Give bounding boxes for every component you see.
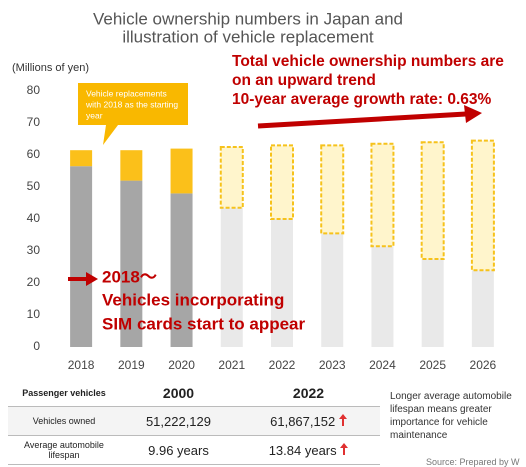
y-tick-label: 40 [27, 211, 41, 225]
chart: Vehicle ownership numbers in Japan and i… [12, 9, 504, 372]
bars [70, 139, 495, 347]
y-tick-label: 80 [27, 83, 41, 97]
bar-segment [70, 166, 93, 347]
bar-segment [471, 270, 494, 347]
sim-text: 2018～ [102, 267, 157, 286]
bar-segment [120, 150, 143, 181]
y-tick-label: 70 [27, 115, 41, 129]
x-tick-label: 2020 [168, 358, 195, 372]
trend-arrow-head [464, 105, 482, 123]
x-tick-label: 2025 [419, 358, 446, 372]
bar-segment [371, 246, 394, 347]
cell: 9.96 years [120, 435, 237, 465]
bar-segment [470, 139, 495, 272]
sim-text: SIM cards start to appear [102, 314, 306, 333]
x-tick-label: 2021 [218, 358, 245, 372]
y-tick-label: 50 [27, 179, 41, 193]
bar-segment [70, 150, 93, 167]
up-arrow [338, 413, 347, 426]
x-tick-label: 2026 [470, 358, 497, 372]
table-row: Average automobile lifespan 9.96 years 1… [8, 435, 380, 465]
bar-segment [421, 259, 444, 347]
header-cell: 2022 [236, 380, 380, 407]
cell: 61,867,152 [236, 406, 380, 436]
x-tick-label: 2023 [319, 358, 346, 372]
chart-title: Vehicle ownership numbers in Japan and [93, 9, 403, 28]
chart-title: illustration of vehicle replacement [122, 27, 374, 46]
header-cell: 2000 [120, 380, 237, 407]
y-tick-label: 30 [27, 243, 41, 257]
up-arrow [340, 442, 349, 455]
data-table: Passenger vehicles 2000 2022 Vehicles ow… [8, 380, 380, 465]
source: Source: Prepared by W [426, 457, 520, 467]
trend-text: 10-year average growth rate: 0.63% [232, 91, 492, 108]
callout-box [78, 83, 188, 145]
bar-segment [271, 219, 293, 347]
y-axis-label: (Millions of yen) [12, 62, 89, 74]
x-tick-label: 2019 [118, 358, 145, 372]
note: Longer average automobile lifespan means… [390, 391, 512, 441]
y-tick-label: 0 [33, 339, 40, 353]
x-tick-label: 2022 [269, 358, 296, 372]
bar-segment [420, 141, 445, 260]
bar-segment [120, 180, 143, 347]
header-cell: Passenger vehicles [8, 380, 120, 407]
bar-segment [270, 144, 294, 220]
trend-text: on an upward trend [232, 72, 376, 89]
y-tick-label: 60 [27, 147, 41, 161]
trend-arrow [257, 111, 467, 129]
cell: 51,222,129 [120, 406, 237, 436]
callout-text: with 2018 as the starting [85, 99, 178, 109]
bar-segment [220, 207, 243, 347]
table-row: Vehicles owned 51,222,129 61,867,152 [8, 406, 380, 436]
row-label: Vehicles owned [8, 406, 120, 436]
y-tick-label: 10 [27, 307, 41, 321]
bar-segment [321, 233, 344, 347]
bar-segment [320, 144, 345, 235]
cell: 13.84 years [236, 435, 380, 465]
sim-text: Vehicles incorporating [102, 290, 284, 309]
callout-text: Vehicle replacements [86, 88, 167, 98]
x-tick-label: 2024 [369, 358, 396, 372]
trend-text: Total vehicle ownership numbers are [232, 53, 504, 70]
cell-text: 13.84 years [268, 442, 337, 458]
x-tick-label: 2018 [68, 358, 95, 372]
y-tick-label: 20 [27, 275, 41, 289]
table-header: Passenger vehicles 2000 2022 [8, 380, 380, 407]
cell-text: 61,867,152 [270, 413, 336, 429]
sim-arrow-head [86, 272, 98, 286]
row-label: Average automobile lifespan [8, 435, 120, 465]
bar-segment [370, 142, 395, 248]
bar-segment [170, 148, 193, 194]
bar-segment [170, 193, 193, 347]
bar-segment [219, 146, 244, 209]
callout-text: year [86, 110, 103, 120]
